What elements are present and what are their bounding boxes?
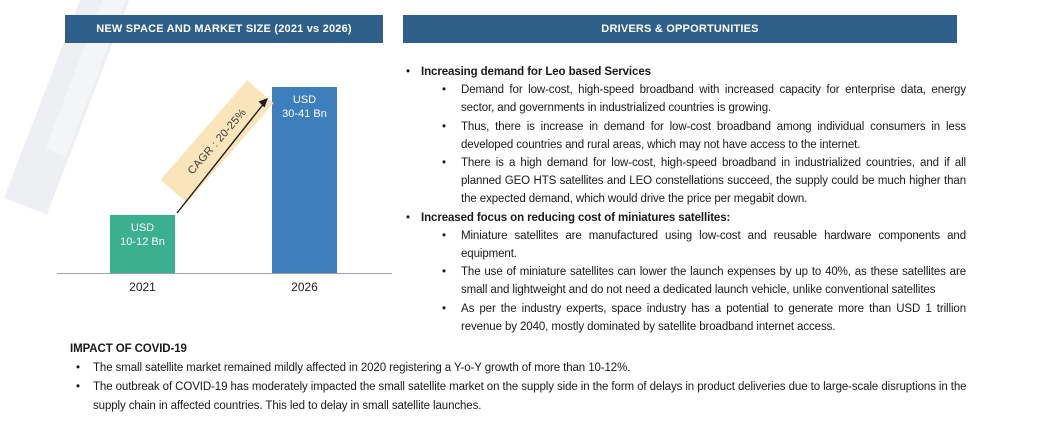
driver-sub-bullet-text: The use of miniature satellites can lowe… xyxy=(461,266,966,297)
bullet-icon xyxy=(403,63,421,81)
bullet-icon xyxy=(439,300,461,336)
chart-section-title: NEW SPACE AND MARKET SIZE (2021 vs 2026) xyxy=(96,23,352,35)
covid-section-title: IMPACT OF COVID-19 xyxy=(70,343,187,355)
bullet-icon xyxy=(403,209,421,227)
driver-heading: Increased focus on reducing cost of mini… xyxy=(403,209,966,227)
covid-impact-section: IMPACT OF COVID-19 The small satellite m… xyxy=(70,340,967,416)
bar-2026-value-line2: 30-41 Bn xyxy=(282,108,327,120)
bullet-icon xyxy=(439,227,461,263)
driver-sub-bullet: As per the industry experts, space indus… xyxy=(439,300,966,336)
driver-sub-bullet: Miniature satellites are manufactured us… xyxy=(439,227,966,263)
bullet-icon xyxy=(439,81,461,117)
bullet-icon xyxy=(439,118,461,154)
driver-heading: Increasing demand for Leo based Services xyxy=(403,63,966,81)
bar-2021: USD 10-12 Bn xyxy=(110,215,175,273)
drivers-section-title: DRIVERS & OPPORTUNITIES xyxy=(601,23,759,35)
bullet-icon xyxy=(439,263,461,299)
driver-sub-bullet-text: As per the industry experts, space indus… xyxy=(461,302,966,333)
driver-heading-text: Increased focus on reducing cost of mini… xyxy=(421,211,731,224)
driver-sub-bullet-text: There is a high demand for low-cost, hig… xyxy=(461,157,966,206)
x-axis-line xyxy=(57,273,392,274)
bar-2021-value-line2: 10-12 Bn xyxy=(120,236,165,248)
covid-bullet: The small satellite market remained mild… xyxy=(70,359,967,378)
x-axis-label-2021: 2021 xyxy=(129,280,156,294)
chart-section-header: NEW SPACE AND MARKET SIZE (2021 vs 2026) xyxy=(65,15,383,43)
market-size-bar-chart: USD 10-12 Bn USD 30-41 Bn CAGR : 20-25% 20… xyxy=(0,0,400,310)
driver-sub-bullet-text: Thus, there is increase in demand for lo… xyxy=(461,120,966,151)
bar-2026: USD 30-41 Bn xyxy=(272,87,337,273)
covid-bullet-text: The outbreak of COVID-19 has moderately … xyxy=(93,381,967,412)
driver-sub-bullet: The use of miniature satellites can lowe… xyxy=(439,263,966,299)
driver-sub-bullet: Demand for low-cost, high-speed broadban… xyxy=(439,81,966,117)
bullet-icon xyxy=(439,154,461,209)
drivers-panel: Increasing demand for Leo based Services… xyxy=(403,63,966,336)
x-axis-label-2026: 2026 xyxy=(291,280,318,294)
driver-sub-bullet-text: Miniature satellites are manufactured us… xyxy=(461,229,966,261)
driver-heading-text: Increasing demand for Leo based Services xyxy=(421,66,651,78)
bar-2021-value-line1: USD xyxy=(130,222,155,234)
covid-bullet-text: The small satellite market remained mild… xyxy=(93,362,631,374)
covid-bullet: The outbreak of COVID-19 has moderately … xyxy=(70,378,967,416)
drivers-section-header: DRIVERS & OPPORTUNITIES xyxy=(403,15,957,43)
cagr-growth-arrow-icon xyxy=(176,98,268,214)
bar-2026-value-line1: USD xyxy=(292,94,317,106)
driver-sub-bullet: There is a high demand for low-cost, hig… xyxy=(439,154,966,209)
driver-sub-bullet-text: Demand for low-cost, high-speed broadban… xyxy=(461,84,966,115)
bullet-icon xyxy=(70,378,93,416)
bullet-icon xyxy=(70,359,93,378)
driver-sub-bullet: Thus, there is increase in demand for lo… xyxy=(439,118,966,154)
